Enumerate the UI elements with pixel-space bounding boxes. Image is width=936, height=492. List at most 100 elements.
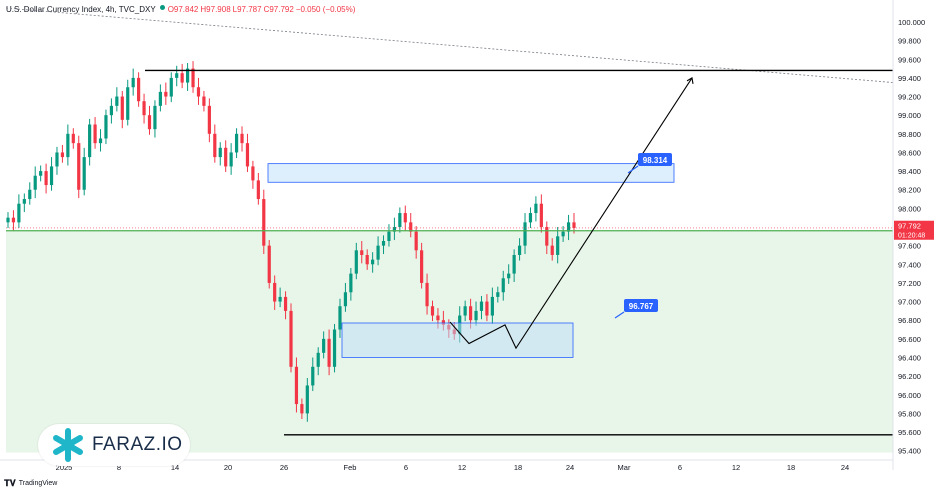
price-tag-bg [894, 220, 934, 240]
x-tick-label: 18 [514, 463, 522, 472]
candle-body [278, 296, 282, 302]
y-tick-label: 98.600 [898, 148, 921, 157]
candle-body [322, 338, 326, 353]
candle-body [202, 96, 206, 106]
candle-body [98, 138, 103, 144]
x-tick-label: 24 [566, 463, 574, 472]
candle-body [327, 338, 331, 367]
tradingview-footer[interactable]: 𝐓𝐕 TradingView [4, 478, 57, 489]
candle-body [528, 213, 533, 223]
candle-body [229, 152, 233, 167]
y-tick-label: 98.200 [898, 186, 921, 195]
candle-body [120, 96, 124, 120]
label-96767: 96.767 [624, 299, 658, 312]
y-tick-label: 95.600 [898, 428, 921, 437]
candle-body [436, 315, 440, 321]
candle-body [371, 259, 375, 265]
candle-body [147, 115, 152, 130]
y-tick-label: 95.800 [898, 409, 921, 418]
candle-body [49, 166, 54, 186]
candle-body [6, 217, 10, 223]
candle-body [485, 301, 489, 316]
candle-body [126, 87, 130, 120]
candle-body [22, 199, 26, 204]
candle-body [403, 213, 407, 223]
y-tick-label: 100.000 [898, 18, 925, 27]
candle-body [142, 101, 146, 116]
candle-body [213, 133, 217, 158]
candle-body [224, 147, 228, 167]
candle-body [425, 282, 429, 307]
candle-body [131, 77, 135, 88]
candle-body [273, 282, 277, 302]
y-tick-label: 96.000 [898, 391, 921, 400]
candle-body [17, 203, 21, 223]
candle-body [28, 189, 32, 200]
y-tick-label: 98.800 [898, 130, 921, 139]
y-tick-label: 96.800 [898, 316, 921, 325]
candle-body [218, 147, 222, 158]
candle-body [66, 133, 70, 158]
tradingview-brand: TradingView [18, 480, 58, 487]
candle-body [305, 385, 309, 414]
candle-body [474, 310, 478, 321]
legend-high: H97.908 [200, 5, 231, 14]
candle-body [517, 245, 522, 255]
faraz-logo: FARAZ.IO [38, 424, 190, 466]
candle-body [479, 301, 484, 311]
label-96767-text: 96.767 [629, 302, 654, 311]
candle-body [523, 222, 527, 246]
candle-body [360, 250, 364, 255]
x-tick-label: 20 [224, 463, 232, 472]
x-tick-label: 18 [787, 463, 795, 472]
y-tick-label: 99.800 [898, 37, 921, 46]
candle-body [262, 199, 266, 246]
x-tick-label: Mar [618, 463, 631, 472]
dotted-trendline [5, 7, 894, 83]
candle-body [175, 73, 179, 78]
y-tick-label: 96.600 [898, 335, 921, 344]
candle-body [283, 296, 288, 311]
candle-body [33, 175, 37, 190]
faraz-logo-icon [53, 428, 83, 462]
y-tick-label: 97.200 [898, 279, 921, 288]
y-tick-label: 97.600 [898, 242, 921, 251]
candle-body [300, 404, 304, 414]
candle-body [169, 77, 173, 97]
candle-body [468, 306, 473, 321]
candle-body [561, 231, 565, 237]
label-96767-bg [624, 299, 658, 312]
candle-body [115, 96, 119, 106]
legend-low: L97.787 [232, 5, 262, 14]
candle-body [430, 306, 435, 316]
candle-body [11, 217, 16, 223]
candle-body [534, 203, 538, 214]
y-tick-label: 97.000 [898, 298, 921, 307]
price-tag-value: 97.792 [898, 222, 921, 231]
candle-body [566, 222, 571, 232]
y-tick-label: 95.400 [898, 447, 921, 456]
legend-change: −0.050 (−0.05%) [295, 5, 356, 14]
candle-body [267, 245, 271, 283]
label-98314-text: 98.314 [643, 156, 668, 165]
projection-path [449, 77, 693, 350]
x-tick-label: 24 [841, 463, 849, 472]
candle-body [196, 87, 201, 97]
x-tick-label: Feb [344, 463, 357, 472]
candle-body [44, 171, 48, 186]
candle-body [251, 166, 255, 181]
y-tick-label: 96.400 [898, 353, 921, 362]
candle-body [104, 115, 108, 139]
candle-body [354, 250, 358, 274]
x-tick-label: 8 [117, 463, 121, 472]
y-tick-label: 99.000 [898, 111, 921, 120]
candle-body [441, 320, 445, 325]
candle-body [180, 73, 184, 83]
candle-body [311, 366, 315, 386]
market-status-icon [159, 5, 165, 10]
label-98314: 98.314 [638, 153, 672, 166]
candle-body [496, 292, 500, 297]
candle-body [572, 222, 576, 228]
candle-body [414, 231, 418, 251]
